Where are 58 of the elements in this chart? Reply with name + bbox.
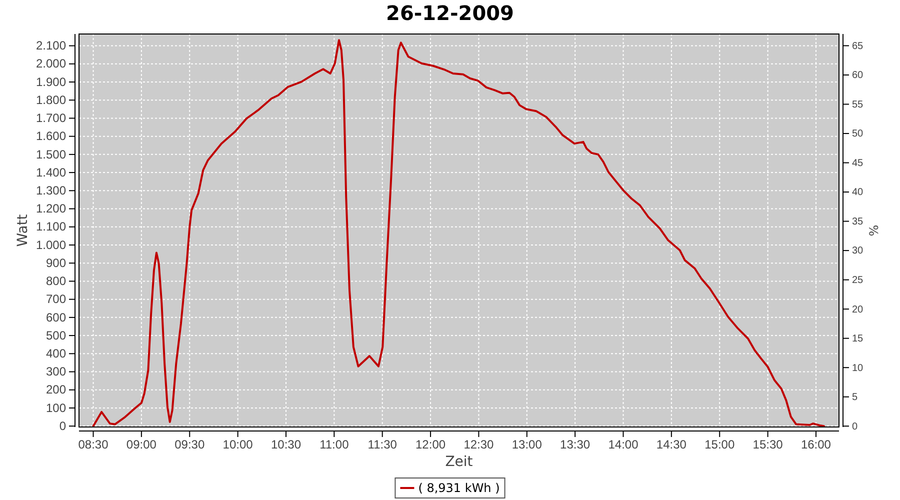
y2-tick-label: 60 [852, 70, 864, 82]
y-tick-label: 1.100 [36, 220, 66, 234]
x-tick-label: 16:00 [800, 438, 832, 452]
chart-title: 26-12-2009 [386, 1, 514, 25]
y-axis-title: Watt [15, 214, 31, 247]
y-tick-label: 1.500 [36, 147, 66, 162]
x-tick-label: 10:30 [270, 438, 302, 452]
y-tick-label: 400 [46, 346, 66, 360]
x-tick-label: 10:00 [222, 438, 254, 452]
y-tick-label: 300 [46, 364, 66, 379]
y2-tick-label: 10 [852, 362, 864, 374]
y-tick-label: 1.200 [36, 202, 66, 216]
line-series [92, 39, 825, 428]
x-tick-label: 13:00 [512, 438, 542, 452]
x-tick-label: 14:00 [608, 438, 639, 452]
y-tick-label: 0 [59, 418, 66, 433]
y2-tick-label: 25 [852, 275, 864, 286]
x-tick-label: 12:30 [464, 438, 494, 452]
y-tick-label: 500 [46, 328, 66, 342]
y2-tick-label: 0 [852, 421, 858, 432]
y-tick-label: 100 [46, 400, 66, 415]
y-tick-label: 1.900 [36, 74, 66, 89]
y-tick-label: 1.800 [36, 92, 66, 107]
x-tick-label: 09:30 [174, 438, 205, 452]
x-tick-label: 15:30 [752, 438, 784, 452]
x-tick-label: 15:00 [704, 438, 735, 452]
legend-label: ( 8,931 kWh ) [418, 481, 500, 495]
y-tick-label: 700 [46, 292, 66, 306]
y2-tick-label: 20 [852, 304, 864, 316]
y2-tick-label: 15 [852, 334, 864, 345]
y-tick-label: 900 [46, 256, 66, 270]
y2-tick-label: 55 [852, 99, 864, 110]
y2-tick-label: 5 [852, 392, 858, 404]
y-tick-label: 600 [46, 310, 66, 324]
y-tick-label: 2.000 [36, 56, 66, 71]
y2-tick-label: 45 [852, 158, 864, 169]
y-tick-label: 1.700 [36, 111, 66, 126]
y-tick-label: 1.000 [36, 238, 66, 252]
x-tick-label: 13:30 [560, 438, 590, 452]
y2-tick-label: 50 [852, 128, 864, 140]
y-tick-label: 1.300 [36, 183, 66, 198]
x-tick-label: 14:30 [656, 438, 687, 452]
y2-axis-title: % [867, 224, 881, 236]
x-tick-label: 08:30 [78, 438, 109, 452]
y2-tick-label: 65 [852, 40, 864, 52]
x-tick-label: 12:00 [416, 438, 446, 452]
y2-tick-label: 30 [852, 246, 864, 257]
y-tick-label: 1.600 [36, 129, 66, 144]
y-tick-label: 800 [46, 274, 66, 288]
x-tick-label: 11:30 [368, 438, 398, 452]
y2-tick-label: 40 [852, 187, 864, 198]
y-tick-label: 2.100 [36, 38, 66, 53]
x-tick-label: 11:00 [320, 438, 350, 452]
x-tick-label: 09:00 [126, 438, 157, 452]
y-tick-label: 1.400 [36, 165, 66, 180]
x-axis-title: Zeit [445, 454, 474, 470]
y-tick-label: 200 [46, 382, 66, 397]
y2-tick-label: 35 [852, 216, 864, 228]
